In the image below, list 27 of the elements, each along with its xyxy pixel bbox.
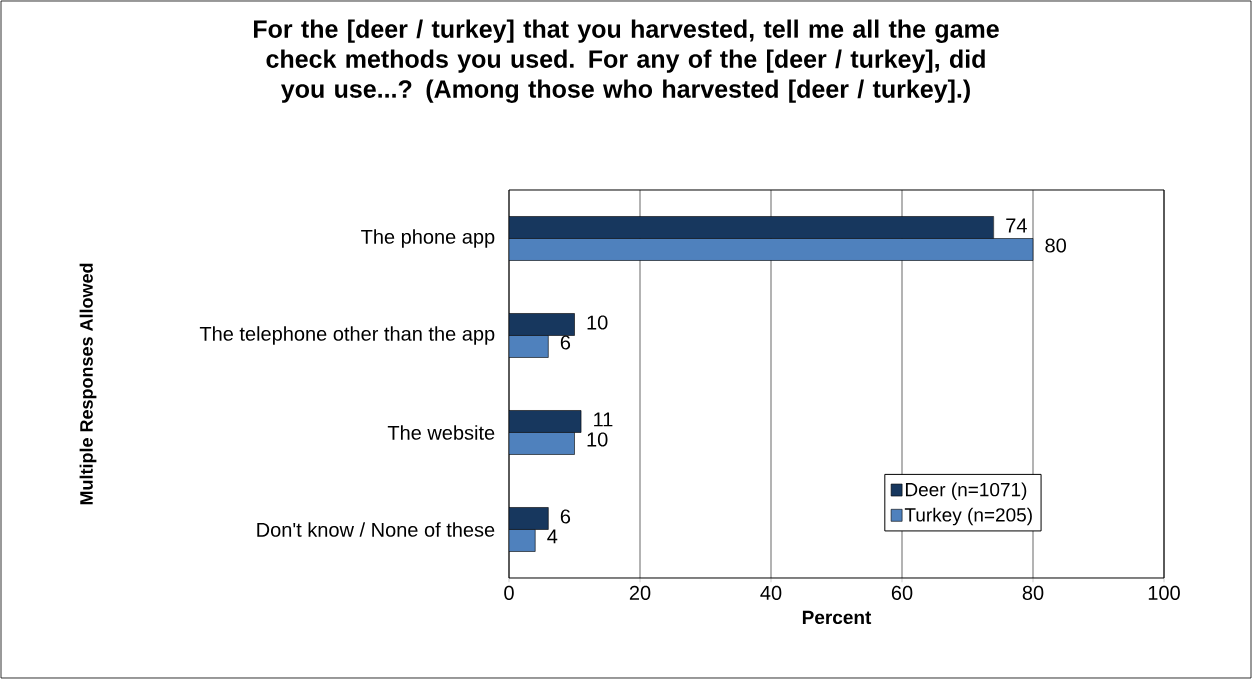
- x-axis-title: Percent: [802, 610, 872, 625]
- data-label: 74: [1006, 218, 1027, 233]
- bar: [509, 410, 582, 433]
- data-label: 11: [594, 412, 613, 427]
- data-label: 10: [587, 315, 608, 330]
- x-tick-label: 60: [891, 585, 913, 600]
- x-tick-label: 40: [760, 585, 782, 600]
- x-tick-label: 0: [504, 585, 514, 600]
- data-label: 6: [560, 509, 571, 524]
- text: Multiple Responses Allowed: [79, 263, 97, 505]
- bar: [509, 216, 994, 239]
- data-label: 6: [560, 335, 571, 350]
- y-tick-label: The website: [387, 425, 495, 440]
- bar: [509, 313, 575, 336]
- y-tick-label: The telephone other than the app: [199, 326, 495, 345]
- x-tick-label: 80: [1022, 585, 1044, 600]
- data-label: 10: [587, 432, 608, 447]
- legend-label: Turkey (n=205): [904, 507, 1032, 526]
- y-tick-label: Don't know / None of these: [257, 522, 495, 537]
- data-label: 80: [1045, 238, 1066, 253]
- x-tick-label: 100: [1148, 585, 1180, 600]
- data-label: 4: [547, 529, 558, 544]
- x-tick-label: 20: [629, 585, 651, 600]
- bar: [509, 507, 549, 530]
- legend-label: Deer (n=1071): [905, 482, 1027, 501]
- y-tick-label: The phone app: [361, 229, 495, 248]
- chart-title: For the [deer / turkey] that you harvested, tell me all the game check methods you used. For any of the [deer / turkey], did you use...? (Among those who harvested [deer / turkey].): [253, 19, 999, 103]
